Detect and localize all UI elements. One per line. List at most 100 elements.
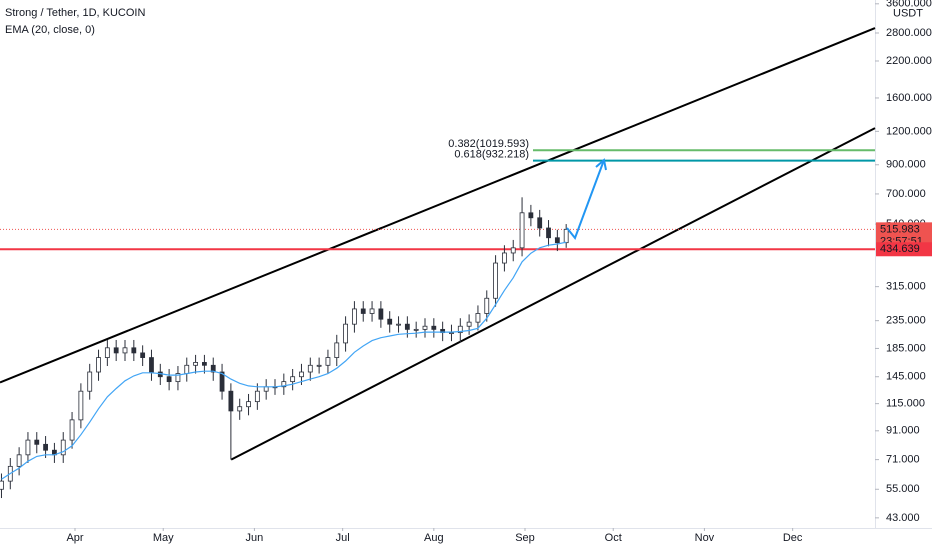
y-tick-label: 185.000: [886, 342, 926, 354]
y-tick-label: 145.000: [886, 371, 926, 383]
candle-body: [519, 212, 525, 249]
candle-body: [352, 308, 357, 325]
candle-body: [334, 342, 340, 358]
y-tick-label: 1600.000: [886, 92, 932, 104]
price-tag-label: 515.983: [880, 223, 920, 235]
candle-body: [546, 227, 551, 239]
candle-body: [246, 401, 251, 408]
price-axis: 3600.000 2800.000 2200.000 1600.000 1200.000…: [875, 0, 932, 524]
x-tick-label: Jul: [336, 532, 350, 544]
candle-body: [537, 217, 543, 229]
candle-body: [493, 262, 498, 299]
y-tick-label: 2200.000: [886, 55, 932, 67]
candle-body: [140, 352, 146, 358]
y-tick-label: 91.000: [886, 425, 920, 437]
candle-body: [237, 406, 243, 412]
x-tick-label: Dec: [783, 532, 803, 544]
candle-body: [484, 297, 490, 314]
candle-body: [263, 386, 269, 392]
candle-body: [396, 323, 401, 326]
candle-body: [457, 325, 463, 334]
candle-body: [343, 323, 348, 344]
y-tick-label: 115.000: [886, 398, 925, 410]
candle-body: [193, 362, 198, 366]
candle-body: [325, 357, 331, 366]
candle-body: [43, 443, 48, 451]
candle-body: [422, 325, 428, 330]
candle-body: [219, 371, 225, 392]
candle-body: [184, 364, 190, 374]
candle-body: [210, 364, 216, 373]
candle-body: [0, 480, 4, 490]
y-tick-label: 315.000: [886, 281, 926, 293]
y-unit: USDT: [893, 8, 923, 20]
x-tick-label: May: [153, 532, 174, 544]
candle-body: [202, 362, 207, 366]
candle-body: [290, 376, 296, 383]
candle-body: [175, 373, 181, 383]
x-tick-label: Sep: [515, 532, 535, 544]
candle-body: [387, 318, 393, 325]
x-tick-label: Jun: [246, 532, 264, 544]
candle-body: [554, 237, 560, 244]
x-tick-label: Nov: [695, 532, 715, 544]
support-tag: [876, 242, 932, 257]
fib-label: 0.382(1019.593): [448, 138, 529, 150]
candle-body: [16, 454, 22, 467]
trendline: [230, 127, 876, 461]
candle-body: [299, 371, 304, 378]
candle-body: [34, 439, 40, 445]
fib-label: 0.618(932.218): [454, 149, 529, 161]
y-tick-label: 43.000: [886, 512, 920, 524]
candle-body: [96, 357, 101, 373]
candle-body: [316, 364, 322, 367]
ema-line: [1, 241, 567, 480]
y-tick-label: 3600.000: [886, 0, 932, 10]
forecast-arrow: [566, 159, 605, 241]
y-tick-label: 700.000: [886, 188, 926, 200]
candle-body: [69, 419, 75, 441]
candle-body: [149, 357, 154, 373]
candle-body: [104, 347, 110, 358]
candle-body: [449, 332, 454, 335]
candle-body: [281, 381, 287, 388]
candle-body: [25, 439, 31, 456]
candle-body: [166, 376, 172, 383]
candle-body: [378, 308, 384, 320]
candle-body: [466, 321, 472, 327]
candle-body: [502, 252, 507, 264]
arrow-head: [595, 158, 607, 171]
candle-body: [60, 439, 66, 456]
candle-body: [113, 347, 119, 354]
plot-area: 0.382(1019.593)0.618(932.218): [0, 27, 876, 499]
candle-body: [360, 308, 366, 314]
y-tick-label: 2800.000: [886, 27, 932, 39]
candle-body: [254, 390, 260, 403]
chart-title: Strong / Tether, 1D, KUCOIN: [5, 7, 145, 19]
candle-body: [228, 390, 234, 412]
indicator-label: EMA (20, close, 0): [5, 24, 95, 36]
candle-body: [122, 347, 128, 354]
x-tick-label: Oct: [605, 532, 622, 544]
y-tick-label: 71.000: [886, 454, 920, 466]
y-tick-label: 235.000: [886, 315, 926, 327]
candle-body: [563, 228, 569, 244]
candle-body: [431, 325, 437, 330]
y-tick-label: 55.000: [886, 483, 920, 495]
x-tick-label: Apr: [66, 532, 83, 544]
candle-body: [307, 364, 313, 373]
candle-body: [475, 313, 481, 323]
candle-body: [131, 347, 137, 354]
y-tick-label: 1200.000: [886, 125, 932, 137]
candle-body: [510, 247, 516, 254]
x-tick-label: Aug: [424, 532, 444, 544]
candle-body: [528, 212, 534, 219]
candle-body: [404, 323, 410, 330]
candle-body: [78, 390, 84, 421]
support-tag-label: 434.639: [880, 243, 920, 255]
candle-body: [87, 371, 93, 392]
candle-body: [413, 328, 419, 331]
